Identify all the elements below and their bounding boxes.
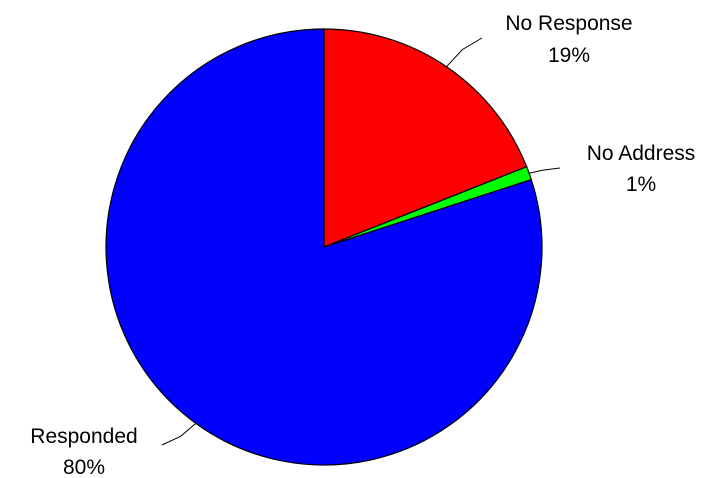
leader-lines xyxy=(161,37,561,446)
slice-value-no-response: 19% xyxy=(548,44,590,67)
pie-slices xyxy=(105,28,543,466)
leader-line-no-response xyxy=(446,37,483,68)
slice-label-responded: Responded xyxy=(30,425,137,448)
slice-value-responded: 80% xyxy=(63,456,105,478)
slice-label-no-response: No Response xyxy=(505,12,632,35)
slice-label-no-address: No Address xyxy=(587,142,696,165)
slice-value-no-address: 1% xyxy=(626,173,656,196)
leader-line-no-address xyxy=(528,167,561,174)
leader-line-responded xyxy=(161,423,197,446)
